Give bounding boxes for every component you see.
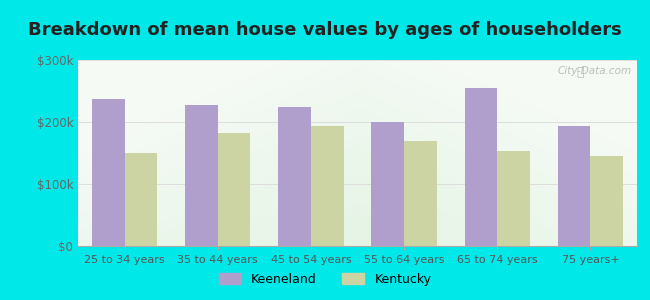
Bar [92, 99, 125, 246]
Bar [185, 105, 218, 246]
Text: Breakdown of mean house values by ages of householders: Breakdown of mean house values by ages o… [28, 21, 622, 39]
Bar [372, 122, 404, 246]
Text: ⓘ: ⓘ [577, 66, 584, 79]
Bar [558, 126, 590, 246]
Bar [465, 88, 497, 246]
Text: City-Data.com: City-Data.com [557, 66, 631, 76]
Bar [218, 133, 250, 246]
Bar [404, 141, 437, 246]
Bar [278, 107, 311, 246]
Bar [497, 151, 530, 246]
Bar [590, 156, 623, 246]
Bar [311, 126, 343, 246]
Bar [125, 153, 157, 246]
Legend: Keeneland, Kentucky: Keeneland, Kentucky [214, 268, 436, 291]
